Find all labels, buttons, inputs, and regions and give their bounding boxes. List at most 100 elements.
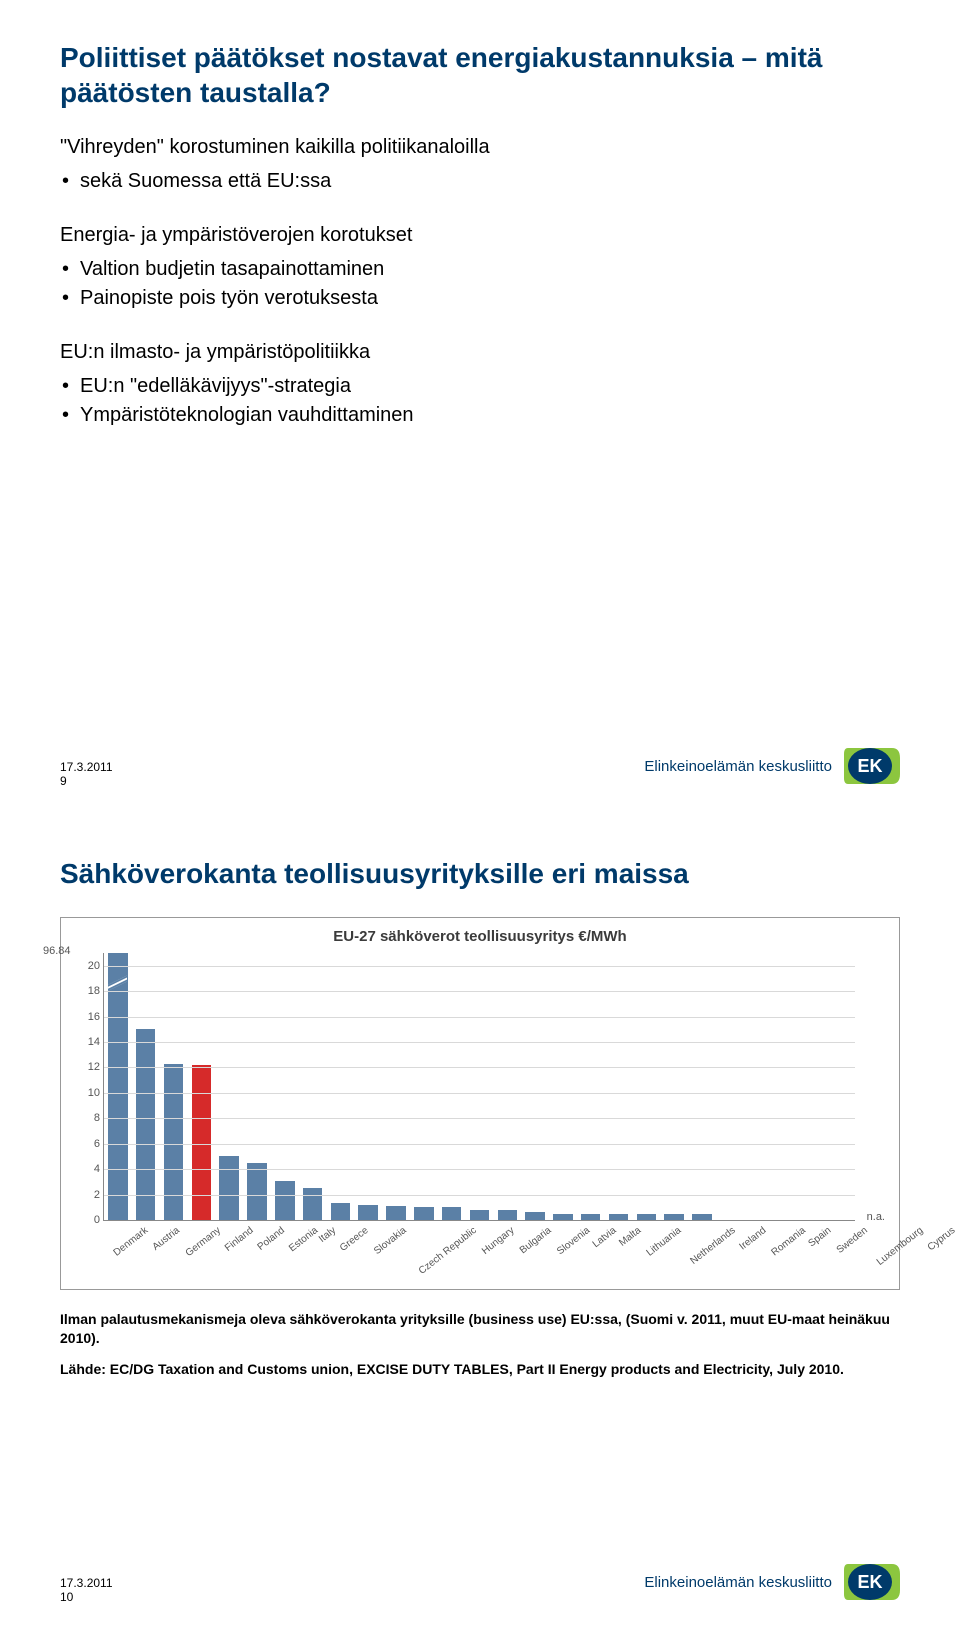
slide1-title: Poliittiset päätökset nostavat energiaku… [60, 40, 900, 110]
ek-logo-icon: EK [844, 1560, 900, 1604]
gridline [104, 1042, 855, 1043]
ytick-label: 20 [78, 960, 100, 972]
gridline [104, 991, 855, 992]
chart-bar [108, 953, 127, 1220]
bar-slot [382, 953, 410, 1220]
bar-slot [772, 953, 800, 1220]
chart-xlabels: DenmarkAustriaGermanyFinlandPolandEstoni… [103, 1221, 855, 1283]
footer-page: 9 [60, 774, 67, 788]
bar-slot [549, 953, 577, 1220]
ytick-label: 4 [78, 1163, 100, 1175]
bar-slot [466, 953, 494, 1220]
chart-bar [498, 1210, 517, 1220]
gridline [104, 966, 855, 967]
bar-slot [327, 953, 355, 1220]
bar-slot [299, 953, 327, 1220]
bar-slot [605, 953, 633, 1220]
ytick-label: 2 [78, 1189, 100, 1201]
bar-slot [716, 953, 744, 1220]
bar-slot [799, 953, 827, 1220]
ytick-label: 16 [78, 1011, 100, 1023]
ytick-label: 10 [78, 1087, 100, 1099]
bar-slot [660, 953, 688, 1220]
bar-slot [354, 953, 382, 1220]
chart-bar [609, 1214, 628, 1220]
bar-slot [493, 953, 521, 1220]
chart-bar [637, 1214, 656, 1220]
list-item: sekä Suomessa että EU:ssa [60, 167, 900, 196]
bar-slot [827, 953, 855, 1220]
brand-text: Elinkeinoelämän keskusliitto [644, 758, 832, 775]
chart-bar [219, 1156, 238, 1220]
outlier-label: 96.84 [43, 945, 71, 957]
bar-slot [438, 953, 466, 1220]
axis-break-icon [108, 975, 127, 990]
chart-bar [581, 1214, 600, 1220]
bar-slot [744, 953, 772, 1220]
bar-slot [104, 953, 132, 1220]
list-item: Ympäristöteknologian vauhdittaminen [60, 401, 900, 430]
na-label: n.a. [867, 1211, 885, 1223]
chart-plot: 02468101214161820 [103, 953, 855, 1221]
bar-slot [215, 953, 243, 1220]
ek-logo-icon: EK [844, 744, 900, 788]
chart-bar [247, 1163, 266, 1220]
chart-bar [164, 1064, 183, 1220]
chart-bar [136, 1029, 155, 1220]
chart-bar [192, 1065, 211, 1220]
bar-slot [577, 953, 605, 1220]
brand-text: Elinkeinoelämän keskusliitto [644, 1574, 832, 1591]
chart-bars [104, 953, 855, 1220]
chart-bar [386, 1206, 405, 1220]
slide1-bullets1: sekä Suomessa että EU:ssa [60, 167, 900, 196]
footer-page: 10 [60, 1590, 73, 1604]
ytick-label: 12 [78, 1061, 100, 1073]
slide2-title: Sähköverokanta teollisuusyrityksille eri… [60, 856, 900, 891]
slide1-bullets3: EU:n "edelläkävijyys"-strategia Ympärist… [60, 372, 900, 430]
slide1-para1: "Vihreyden" korostuminen kaikilla politi… [60, 136, 900, 159]
chart-bar [664, 1214, 683, 1220]
slide-2: Sähköverokanta teollisuusyrityksille eri… [0, 816, 960, 1632]
ytick-label: 18 [78, 985, 100, 997]
footer-brand: Elinkeinoelämän keskusliitto EK [644, 1560, 900, 1604]
bar-slot [271, 953, 299, 1220]
chart-bar [525, 1212, 544, 1220]
gridline [104, 1169, 855, 1170]
slide1-footer: 17.3.2011 9 Elinkeinoelämän keskusliitto… [60, 744, 900, 788]
slide1-para3: EU:n ilmasto- ja ympäristöpolitiikka [60, 341, 900, 364]
list-item: Valtion budjetin tasapainottaminen [60, 255, 900, 284]
chart-container: EU-27 sähköverot teollisuusyritys €/MWh … [60, 917, 900, 1290]
slide1-bullets2: Valtion budjetin tasapainottaminen Paino… [60, 255, 900, 313]
bar-slot [132, 953, 160, 1220]
gridline [104, 1195, 855, 1196]
bar-slot [632, 953, 660, 1220]
bar-slot [187, 953, 215, 1220]
footer-brand: Elinkeinoelämän keskusliitto EK [644, 744, 900, 788]
bar-slot [521, 953, 549, 1220]
gridline [104, 1144, 855, 1145]
bar-slot [243, 953, 271, 1220]
slide-1: Poliittiset päätökset nostavat energiaku… [0, 0, 960, 816]
footer-date: 17.3.2011 [60, 760, 113, 774]
gridline [104, 1017, 855, 1018]
chart-bar [331, 1203, 350, 1220]
ytick-label: 14 [78, 1036, 100, 1048]
chart-title: EU-27 sähköverot teollisuusyritys €/MWh [73, 928, 887, 945]
ytick-label: 8 [78, 1112, 100, 1124]
chart-bar [303, 1188, 322, 1220]
slide1-para2: Energia- ja ympäristöverojen korotukset [60, 224, 900, 247]
list-item: Painopiste pois työn verotuksesta [60, 284, 900, 313]
gridline [104, 1118, 855, 1119]
chart-bar [414, 1207, 433, 1220]
chart-bar [358, 1205, 377, 1220]
bar-slot [160, 953, 188, 1220]
footer-left: 17.3.2011 10 [60, 1576, 113, 1604]
bar-slot [688, 953, 716, 1220]
ytick-label: 0 [78, 1214, 100, 1226]
chart-bar [470, 1210, 489, 1220]
footer-date: 17.3.2011 [60, 1576, 113, 1590]
gridline [104, 1067, 855, 1068]
footer-left: 17.3.2011 9 [60, 760, 113, 788]
svg-text:EK: EK [857, 1572, 882, 1592]
chart-area: 96.84 02468101214161820 n.a. DenmarkAust… [73, 953, 887, 1283]
